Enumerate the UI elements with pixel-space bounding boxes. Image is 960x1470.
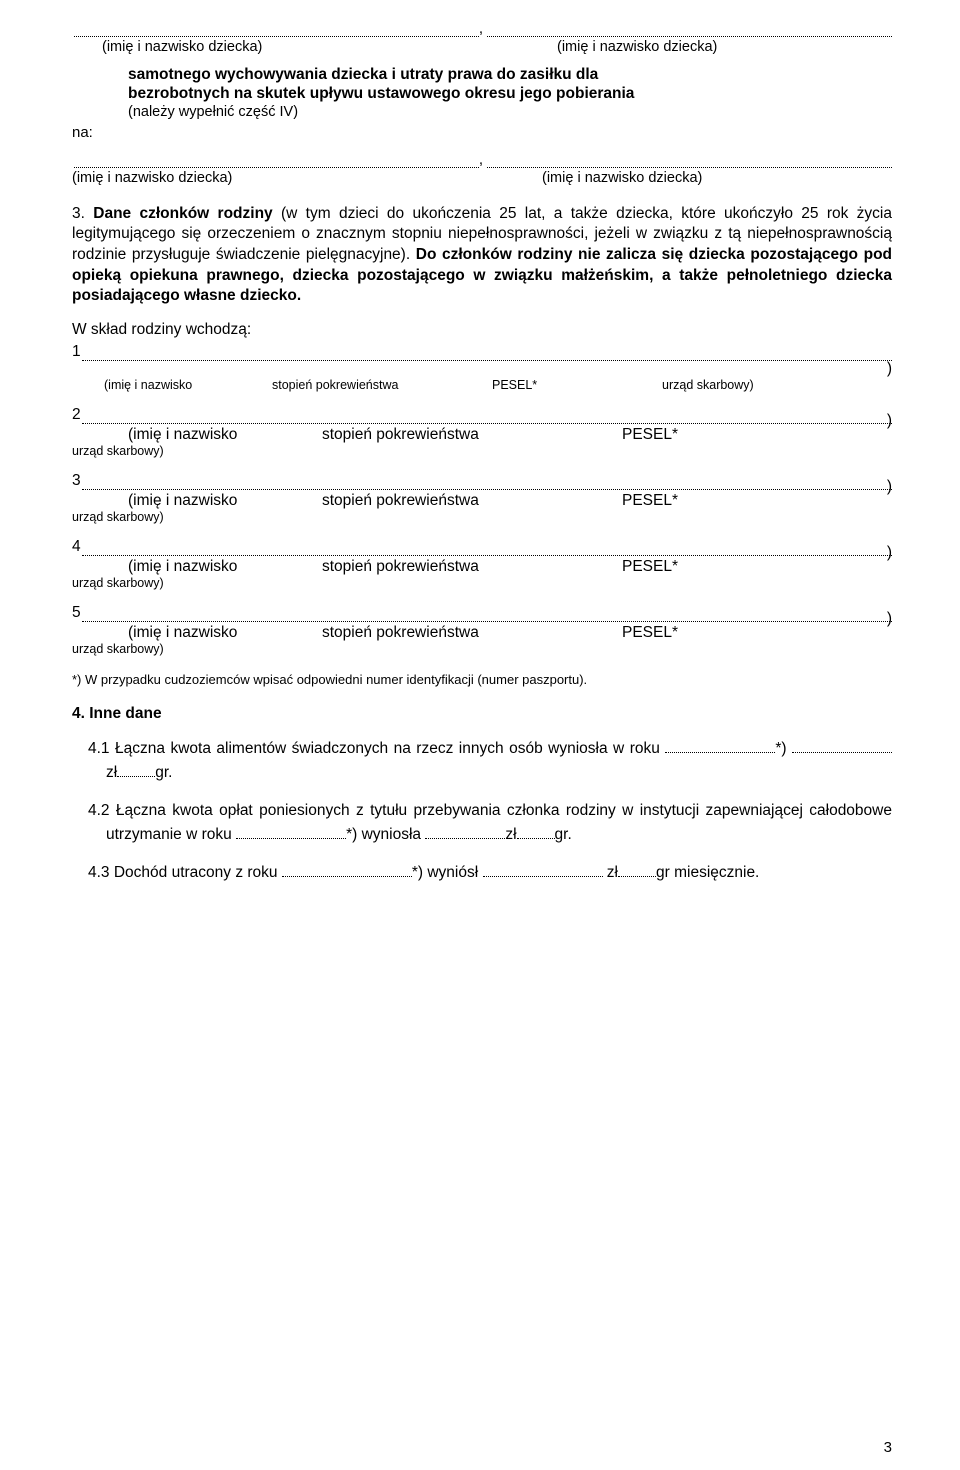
page-container: , (imię i nazwisko dziecka) (imię i nazw… (0, 0, 960, 1470)
row-5-cap-urz: urząd skarbowy) (72, 642, 892, 656)
row-2-cap-rel: stopień pokrewieństwa (322, 426, 622, 444)
family-row-1: 1 ) (imię i nazwisko stopień pokrewieńst… (72, 343, 892, 393)
dotted-pair-1-captions: (imię i nazwisko dziecka) (imię i nazwis… (72, 39, 892, 55)
row-2-paren: ) (887, 412, 892, 430)
sec4-2-b: *) wyniosła (346, 826, 425, 843)
row-2-cap-pesel: PESEL* (622, 426, 678, 443)
caption-child-right-2: (imię i nazwisko dziecka) (422, 170, 892, 186)
row-5-num: 5 (72, 604, 81, 622)
row-1-paren: ) (72, 361, 892, 377)
family-row-3: 3 (imię i nazwisko stopień pokrewieństwa… (72, 472, 892, 524)
sec3-bold-1: Dane członków rodziny (93, 205, 272, 222)
family-row-5: 5 (imię i nazwisko stopień pokrewieństwa… (72, 604, 892, 656)
row-5-cap-name: (imię i nazwisko (72, 624, 322, 642)
sec4-3-b: *) wyniósł (412, 864, 483, 881)
row-4-captions: (imię i nazwisko stopień pokrewieństwa P… (72, 558, 892, 576)
bold-line-2: bezrobotnych na skutek upływu ustawowego… (128, 84, 892, 103)
bold-paragraph: samotnego wychowywania dziecka i utraty … (72, 65, 892, 104)
fill-part-iv-note: (należy wypełnić część IV) (72, 104, 892, 120)
row-3-cap-pesel: PESEL* (622, 492, 678, 509)
row-5-paren: ) (887, 610, 892, 628)
family-row-4: 4 (imię i nazwisko stopień pokrewieństwa… (72, 538, 892, 590)
caption-child-left-1: (imię i nazwisko dziecka) (72, 39, 437, 55)
family-composition-label: W skład rodziny wchodzą: (72, 321, 892, 339)
row-2-cap-name: (imię i nazwisko (72, 426, 322, 444)
section-4-item-3: 4.3 Dochód utracony z roku *) wyniósł zł… (72, 861, 892, 885)
row-5-cap-rel: stopień pokrewieństwa (322, 624, 622, 642)
row-3-cap-rel: stopień pokrewieństwa (322, 492, 622, 510)
family-row-2: 2 (imię i nazwisko stopień pokrewieństwa… (72, 406, 892, 458)
sec4-1-c: zł (106, 764, 117, 781)
section-4-title: 4. Inne dane (72, 705, 892, 723)
row-3-captions: (imię i nazwisko stopień pokrewieństwa P… (72, 492, 892, 510)
row-4-cap-pesel: PESEL* (622, 558, 678, 575)
sec4-1-d: gr. (155, 764, 172, 781)
sec4-3-a: 4.3 Dochód utracony z roku (88, 864, 282, 881)
row-4-cap-urz: urząd skarbowy) (72, 576, 892, 590)
row-2-cap-urz: urząd skarbowy) (72, 444, 892, 458)
sec3-lead: 3. (72, 205, 93, 222)
row-5-cap-pesel: PESEL* (622, 624, 678, 641)
comma-sep: , (479, 20, 483, 37)
row-3-paren: ) (887, 478, 892, 496)
row-2-captions: (imię i nazwisko stopień pokrewieństwa P… (72, 426, 892, 444)
dotted-pair-2-captions: (imię i nazwisko dziecka) (imię i nazwis… (72, 170, 892, 186)
sec4-2-c: zł (505, 826, 516, 843)
row-3-cap-urz: urząd skarbowy) (72, 510, 892, 524)
caption-child-right-1: (imię i nazwisko dziecka) (437, 39, 892, 55)
pesel-footnote: *) W przypadku cudzoziemców wpisać odpow… (72, 672, 892, 687)
sec4-2-d: gr. (555, 826, 572, 843)
sec4-1-a: 4.1 Łączna kwota alimentów świadczonych … (88, 740, 665, 757)
section-4-item-2: 4.2 Łączna kwota opłat poniesionych z ty… (72, 799, 892, 847)
dotted-pair-1: , (72, 20, 892, 37)
row-4-cap-name: (imię i nazwisko (72, 558, 322, 576)
row-4-paren: ) (887, 544, 892, 562)
row-3-num: 3 (72, 472, 81, 490)
sec4-3-c: zł (603, 864, 619, 881)
row-1-cap-pesel: PESEL* (492, 378, 662, 392)
comma-sep-2: , (479, 151, 483, 168)
row-1-cap-name: (imię i nazwisko (72, 378, 272, 392)
dotted-pair-2: , (72, 151, 892, 168)
row-5-captions: (imię i nazwisko stopień pokrewieństwa P… (72, 624, 892, 642)
na-label: na: (72, 124, 892, 141)
section-3-paragraph: 3. Dane członków rodziny (w tym dzieci d… (72, 204, 892, 307)
page-number: 3 (884, 1439, 892, 1456)
row-1-num: 1 (72, 343, 81, 361)
section-4-item-1: 4.1 Łączna kwota alimentów świadczonych … (72, 737, 892, 785)
sec4-3-d: gr miesięcznie. (656, 864, 759, 881)
row-1-cap-rel: stopień pokrewieństwa (272, 378, 492, 392)
row-3-cap-name: (imię i nazwisko (72, 492, 322, 510)
bold-line-1: samotnego wychowywania dziecka i utraty … (128, 65, 892, 84)
row-4-num: 4 (72, 538, 81, 556)
row-4-cap-rel: stopień pokrewieństwa (322, 558, 622, 576)
caption-child-left-2: (imię i nazwisko dziecka) (72, 170, 422, 186)
row-1-captions: (imię i nazwisko stopień pokrewieństwa P… (72, 378, 892, 392)
sec4-1-b: *) (775, 740, 792, 757)
row-2-num: 2 (72, 406, 81, 424)
row-1-cap-urz: urząd skarbowy) (662, 378, 892, 392)
